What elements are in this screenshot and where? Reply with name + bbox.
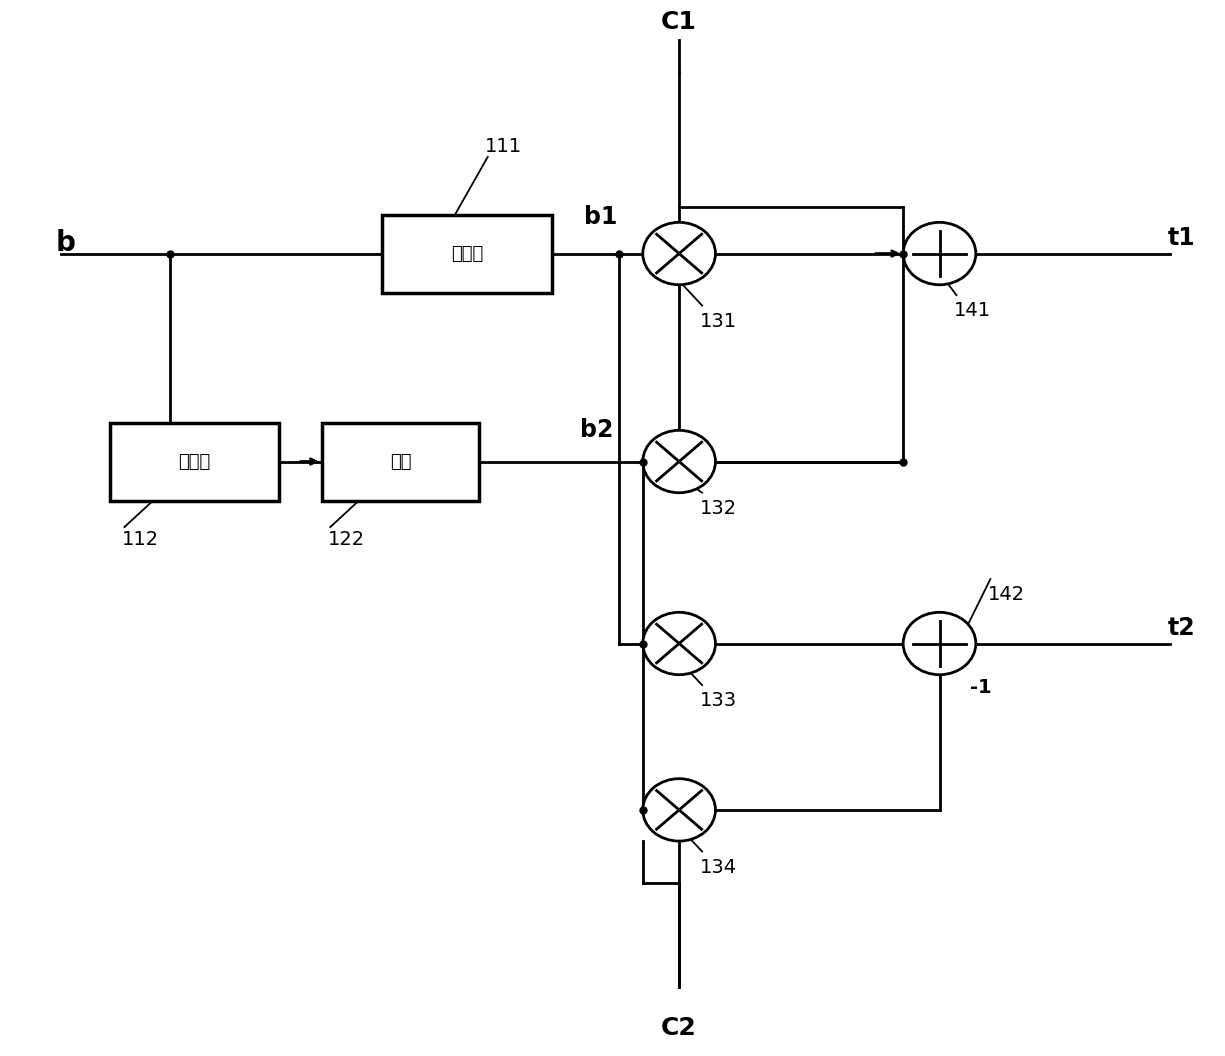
Circle shape [643, 431, 715, 493]
Text: 下抽样: 下抽样 [451, 245, 484, 263]
Text: 133: 133 [699, 692, 736, 711]
Text: 134: 134 [699, 857, 736, 876]
FancyBboxPatch shape [322, 422, 479, 501]
Circle shape [643, 778, 715, 841]
Text: 111: 111 [485, 137, 522, 156]
FancyBboxPatch shape [110, 422, 279, 501]
Text: -1: -1 [970, 678, 991, 697]
Text: 131: 131 [699, 312, 736, 331]
Circle shape [903, 223, 976, 285]
Circle shape [643, 223, 715, 285]
Text: 122: 122 [328, 530, 365, 549]
Text: 下抽样: 下抽样 [179, 453, 211, 471]
Text: t2: t2 [1167, 616, 1196, 640]
Text: 142: 142 [987, 585, 1025, 604]
Text: 冠叶: 冠叶 [390, 453, 412, 471]
Text: C2: C2 [662, 1016, 697, 1040]
Circle shape [903, 612, 976, 675]
Text: t1: t1 [1167, 226, 1196, 250]
Circle shape [643, 612, 715, 675]
Text: 141: 141 [954, 301, 991, 320]
Text: 112: 112 [122, 530, 159, 549]
Text: b: b [55, 229, 75, 258]
Text: b2: b2 [581, 418, 614, 442]
FancyBboxPatch shape [382, 214, 552, 293]
Text: 132: 132 [699, 498, 736, 517]
Text: b1: b1 [583, 205, 617, 229]
Text: C1: C1 [662, 10, 697, 34]
